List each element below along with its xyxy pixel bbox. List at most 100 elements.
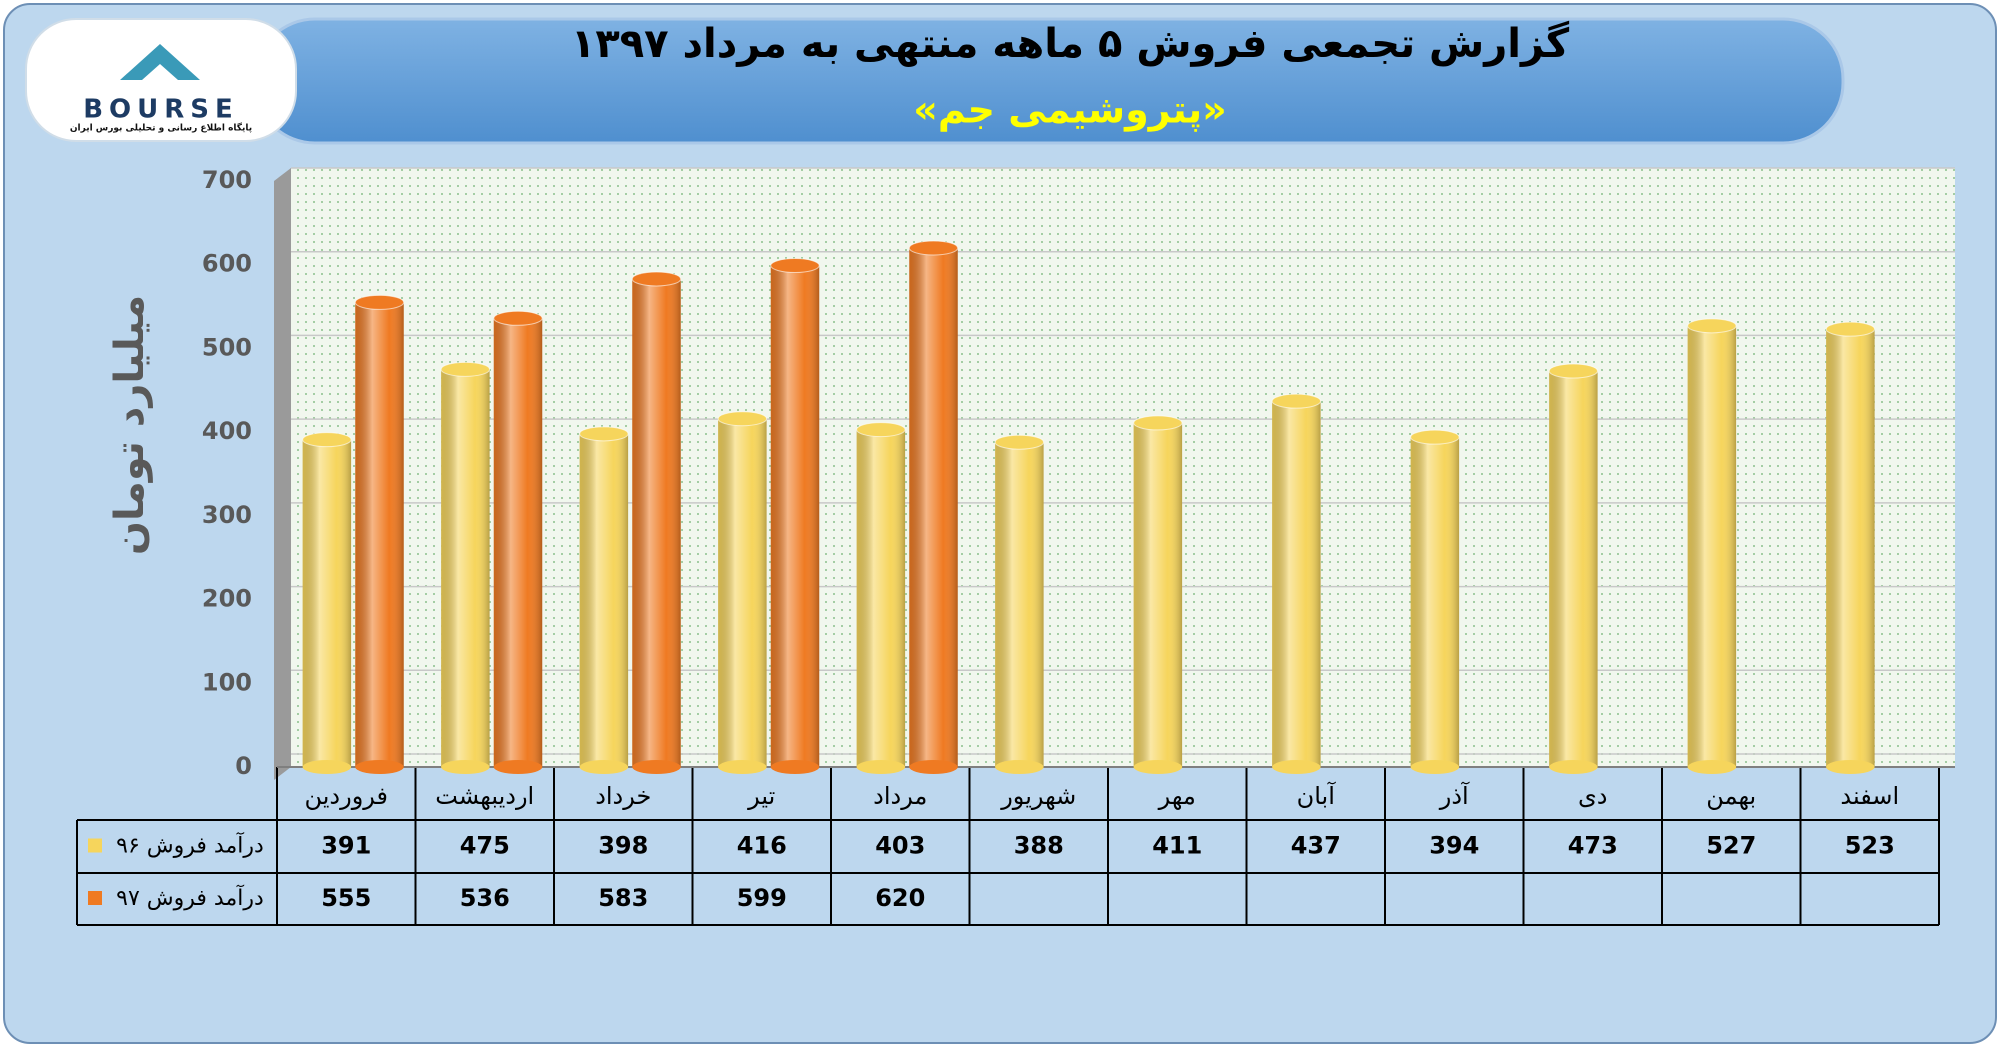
logo-icon [120,44,200,80]
bar-shade [1133,422,1183,767]
bar-base [302,760,352,774]
bar-base [441,760,490,774]
table-value: 388 [1014,832,1064,860]
y-tick-label: 300 [202,501,252,529]
bar-top [631,271,682,287]
x-tick-label: اردیبهشت [435,782,534,810]
table-value: 473 [1568,832,1618,860]
bar-shade [441,369,490,767]
table-value: 411 [1152,832,1202,860]
table-value: 583 [598,884,648,912]
bar-shade [1826,329,1875,767]
bar-top [908,240,959,256]
bar-shade [1549,371,1598,767]
bar-shade [718,418,767,767]
y-tick-label: 500 [202,333,252,361]
bar-top [493,310,543,326]
chart-title: گزارش تجمعی فروش ۵ ماهه منتهی به مرداد ۱… [571,20,1570,67]
bar-base [579,760,629,774]
bar-base [909,760,958,774]
table-value: 398 [598,832,648,860]
bar-base [1133,760,1183,774]
bar-top [354,294,405,310]
y-axis-label: میلیارد تومان [107,295,153,555]
bar-top [1133,415,1183,431]
bar-top [1825,321,1876,337]
legend-swatch [88,891,102,905]
bar-top [1410,429,1460,445]
bar-shade [770,265,820,767]
bar-shade [355,302,404,767]
table-value: 527 [1706,832,1756,860]
bar-top [579,426,629,442]
bar-top [994,434,1045,450]
bar-base [493,760,543,774]
table-value: 620 [875,884,925,912]
x-tick-label: مهر [1158,782,1196,810]
x-tick-label: فروردین [304,782,388,810]
y-tick-label: 600 [202,250,252,278]
x-tick-label: مرداد [873,782,927,810]
table-value: 475 [460,832,510,860]
bar-top [440,361,491,377]
legend-swatch [88,838,102,853]
bar-shade [995,442,1044,767]
bar-top [302,432,352,448]
x-tick-label: اسفند [1840,782,1899,810]
bar-top [1548,363,1599,379]
y-tick-label: 100 [202,668,252,696]
bar-base [355,760,404,774]
chart-subtitle: «پتروشیمی جم» [913,88,1226,133]
x-tick-label: آبان [1297,781,1337,810]
bar-top [717,411,768,427]
bar-top [856,422,906,438]
logo-tagline: پایگاه اطلاع رسانی و تحلیلی بورس ایران [70,122,252,134]
bar-base [856,760,906,774]
bar-shade [493,318,543,767]
bar-base [995,760,1044,774]
logo-name: BOURSE [83,95,239,125]
bar-base [1549,760,1598,774]
table-value: 403 [875,832,925,860]
y-tick-label: 0 [235,752,252,780]
bar-shade [856,429,906,767]
x-tick-label: شهریور [1000,782,1076,810]
bar-shade [909,247,958,767]
bar-shade [632,278,681,767]
table-value: 599 [737,884,787,912]
x-tick-label: بهمن [1706,782,1756,810]
bar-shade [579,433,629,767]
y-tick-label: 200 [202,585,252,613]
y-tick-label: 400 [202,417,252,445]
table-value: 437 [1291,832,1341,860]
legend-label: درآمد فروش ۹۶ [116,832,264,859]
legend-label: درآمد فروش ۹۷ [116,884,264,911]
side-wall [274,168,291,780]
x-tick-label: آذر [1439,781,1470,810]
bar-shade [1410,437,1460,767]
bar-shade [302,439,352,767]
logo-box [25,18,297,142]
bar-base [1826,760,1875,774]
bar-base [770,760,820,774]
bar-base [718,760,767,774]
bar-base [632,760,681,774]
table-value: 555 [321,884,371,912]
table-value: 394 [1429,832,1479,860]
bar-base [1410,760,1460,774]
table-value: 536 [460,884,510,912]
table-value: 391 [321,832,371,860]
plot-area [291,168,1955,767]
bar-shade [1687,325,1737,767]
bar-top [1687,318,1737,334]
bar-top [1271,393,1322,409]
bar-shade [1272,401,1321,767]
y-tick-label: 700 [202,166,252,194]
table-value: 416 [737,832,787,860]
bar-base [1687,760,1737,774]
bar-top [770,258,820,274]
x-tick-label: تیر [747,782,775,810]
x-tick-label: خرداد [595,782,651,810]
